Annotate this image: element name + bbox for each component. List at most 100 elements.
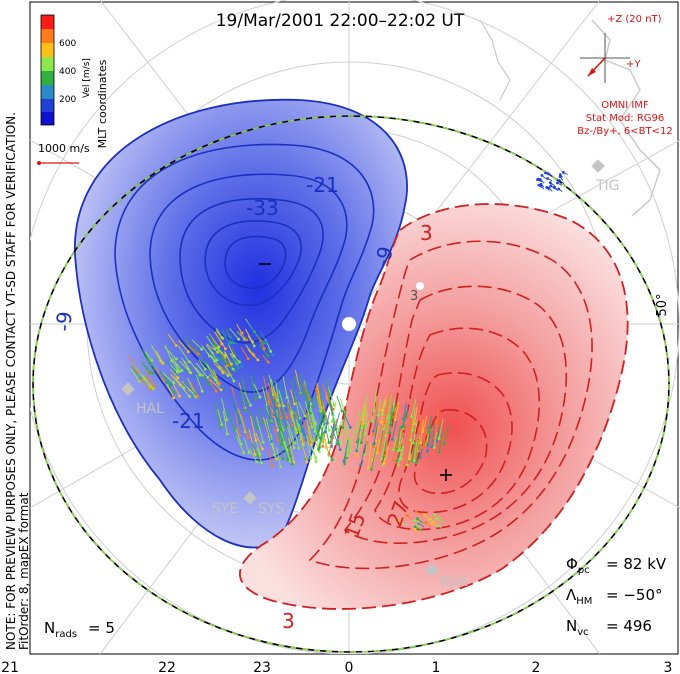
velocity-vector xyxy=(218,366,229,376)
velocity-vector xyxy=(282,376,288,398)
velocity-vector xyxy=(302,419,311,443)
velocity-vector xyxy=(249,448,257,463)
velocity-vector xyxy=(286,420,295,444)
velocity-vector xyxy=(381,396,387,411)
velocity-vector xyxy=(229,358,239,369)
velocity-vector xyxy=(362,406,368,425)
contour-label: -9 xyxy=(51,310,77,332)
velocity-vector xyxy=(288,437,295,463)
velocity-vector xyxy=(278,419,285,440)
data-gap-marker xyxy=(416,282,424,290)
velocity-vector xyxy=(540,183,545,188)
velocity-vector xyxy=(537,179,542,183)
velocity-vector xyxy=(409,415,413,436)
coastline xyxy=(479,19,511,101)
velocity-vector xyxy=(273,426,279,441)
velocity-vector xyxy=(389,405,394,425)
velocity-vector xyxy=(281,410,287,428)
velocity-vector xyxy=(206,335,216,350)
velocity-vector xyxy=(415,511,423,516)
velocity-vector xyxy=(194,346,207,365)
velocity-vector xyxy=(324,411,331,432)
velocity-vector xyxy=(304,400,313,428)
velocity-vector xyxy=(278,433,284,460)
scale-vector-label: 1000 m/s xyxy=(38,142,90,155)
velocity-vector xyxy=(381,400,387,415)
velocity-vector xyxy=(159,371,172,386)
velocity-vector xyxy=(173,375,185,389)
velocity-vector xyxy=(218,364,231,376)
velocity-vector xyxy=(550,182,555,186)
velocity-vector xyxy=(187,377,195,393)
velocity-vector xyxy=(364,437,369,455)
velocity-vector xyxy=(431,423,436,447)
heppner-maynard-boundary xyxy=(32,115,670,653)
velocity-vector xyxy=(419,413,424,430)
colorbar-swatch xyxy=(41,112,54,125)
velocity-vector xyxy=(548,173,553,177)
station-marker-sye xyxy=(243,491,257,505)
velocity-vector xyxy=(360,424,365,443)
velocity-vector xyxy=(143,374,154,388)
velocity-vector-origin xyxy=(243,409,247,413)
velocity-vector xyxy=(233,396,241,423)
velocity-vector xyxy=(392,440,398,460)
velocity-vector xyxy=(181,357,189,370)
velocity-vector xyxy=(280,402,288,418)
velocity-vector xyxy=(172,383,180,397)
contour-label: -21 xyxy=(306,173,339,197)
velocity-vector xyxy=(221,398,228,420)
velocity-vector xyxy=(553,187,559,192)
velocity-vector xyxy=(200,375,210,386)
velocity-colorbar: 600 400 200 Vel [m/s] xyxy=(40,14,92,126)
velocity-vector xyxy=(258,337,265,349)
velocity-vector xyxy=(172,357,181,372)
velocity-vector xyxy=(300,374,307,394)
velocity-vector xyxy=(327,385,335,406)
contour-label: 3 xyxy=(410,289,418,304)
velocity-vector xyxy=(375,425,380,441)
station-labels: HAL SYE SYS KER TIG xyxy=(136,178,620,590)
velocity-vector xyxy=(385,441,389,456)
velocity-vector xyxy=(443,425,450,444)
colorbar-swatch xyxy=(41,57,54,71)
velocity-vector xyxy=(144,351,153,361)
velocity-vector xyxy=(170,369,179,379)
velocity-vector xyxy=(293,426,300,449)
velocity-vector xyxy=(170,357,179,371)
velocity-vector xyxy=(189,381,199,397)
colorbar-swatch xyxy=(41,43,54,57)
velocity-vector xyxy=(280,430,288,450)
station-marker-tig xyxy=(591,159,605,173)
velocity-vector xyxy=(235,412,241,436)
velocity-vector xyxy=(168,362,178,373)
velocity-vector xyxy=(342,409,347,428)
velocity-vectors xyxy=(128,171,568,535)
station-label-ker: KER xyxy=(440,574,468,590)
mlt-tick: 3 xyxy=(664,660,673,674)
velocity-vector xyxy=(435,408,440,427)
imf-y-label: +Y xyxy=(626,59,641,70)
velocity-vector xyxy=(391,420,398,440)
velocity-vector xyxy=(372,442,377,460)
velocity-vector xyxy=(538,178,543,182)
velocity-vector xyxy=(371,399,376,422)
colorbar-swatch xyxy=(41,99,54,112)
velocity-vector xyxy=(248,350,259,361)
velocity-vector xyxy=(404,452,408,466)
velocity-vector xyxy=(209,334,217,346)
velocity-vector xyxy=(325,377,331,404)
velocity-vector xyxy=(345,427,349,451)
mlt-tick: 23 xyxy=(253,660,271,674)
velocity-vector xyxy=(306,435,312,459)
velocity-vector xyxy=(437,525,443,529)
velocity-vector xyxy=(400,445,405,460)
velocity-vector xyxy=(142,363,154,374)
velocity-vector xyxy=(319,431,324,448)
velocity-vector xyxy=(559,180,565,184)
velocity-vector xyxy=(331,423,335,447)
velocity-vector xyxy=(559,174,564,178)
velocity-vector xyxy=(394,401,400,421)
map-title: 19/Mar/2001 22:00–22:02 UT xyxy=(216,11,465,31)
velocity-vector xyxy=(563,172,568,175)
